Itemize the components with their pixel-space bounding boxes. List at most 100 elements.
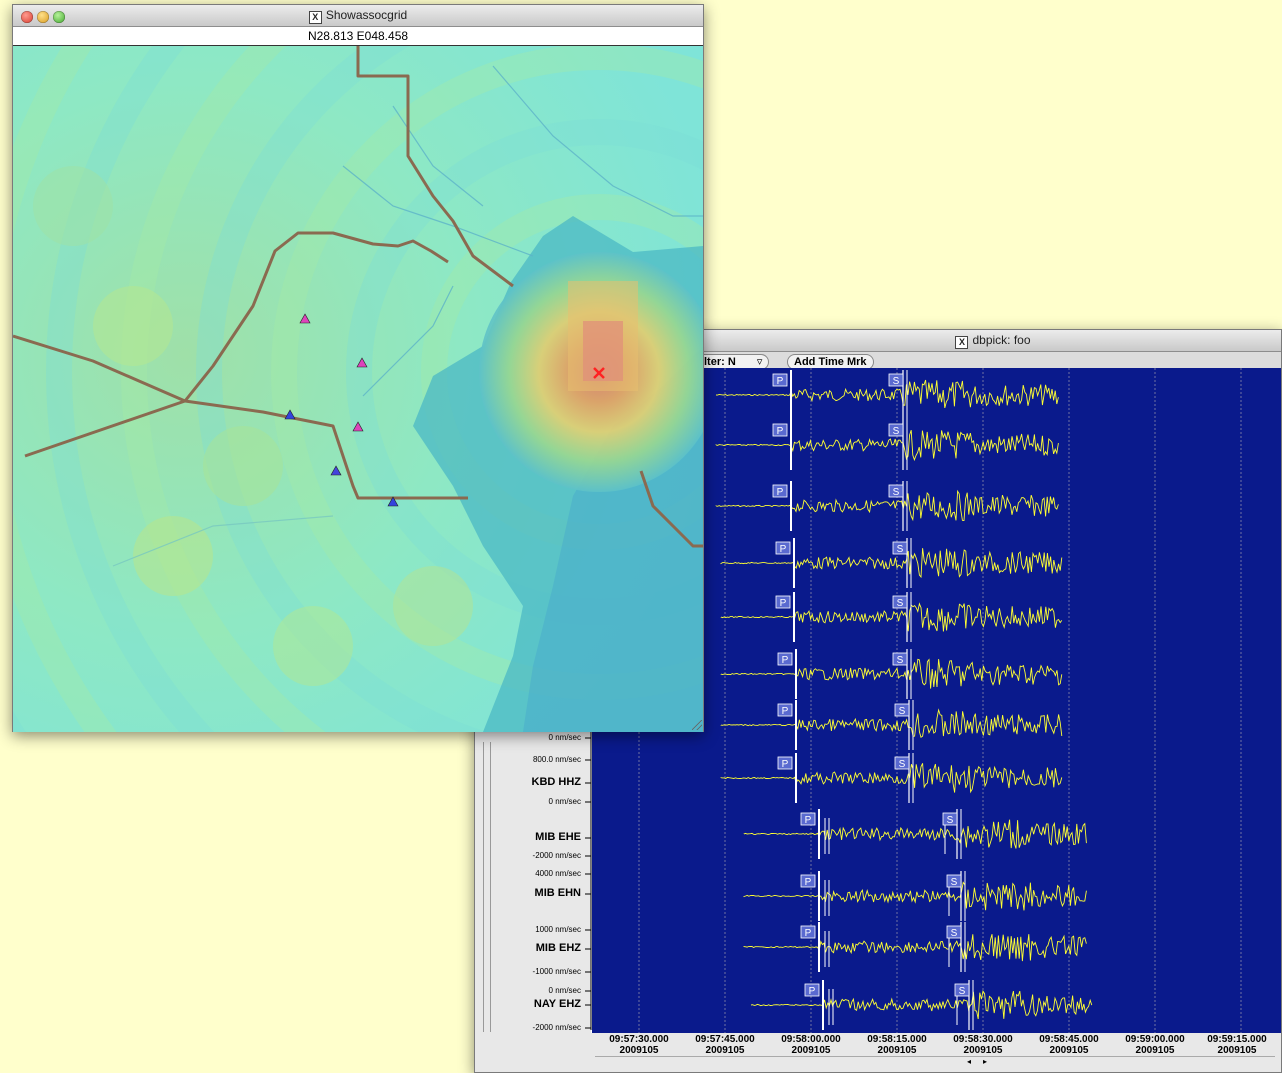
seismogram-trace	[743, 881, 1087, 911]
window-controls	[21, 9, 69, 30]
showassocgrid-title: X Showassocgrid	[308, 5, 407, 26]
p-pick-label[interactable]: P	[800, 812, 816, 826]
s-pick-label[interactable]: S	[894, 756, 910, 770]
time-tick-label: 09:59:15.000 2009105	[1197, 1034, 1277, 1056]
channel-scale: 0 nm/sec	[548, 986, 581, 995]
s-pick-label[interactable]: S	[892, 541, 908, 555]
seismogram-trace	[720, 658, 1063, 689]
svg-text:P: P	[809, 986, 816, 997]
p-pick-label[interactable]: P	[777, 703, 793, 717]
p-pick-label[interactable]: P	[772, 484, 788, 498]
association-grid-map[interactable]	[13, 46, 703, 732]
zoom-window-icon[interactable]	[53, 11, 65, 23]
time-tick-date: 2009105	[1135, 1045, 1175, 1056]
p-pick-label[interactable]: P	[772, 373, 788, 387]
channel-scale: 4000 nm/sec	[535, 869, 581, 878]
horizontal-scrollbar[interactable]: ◂ ▸	[595, 1056, 1275, 1066]
station-triangle-icon[interactable]	[284, 409, 296, 420]
svg-text:S: S	[899, 759, 906, 770]
channel-scale: -1000 nm/sec	[532, 967, 581, 976]
svg-text:P: P	[782, 759, 789, 770]
seismogram-trace	[715, 429, 1059, 462]
time-tick-time: 09:59:00.000	[1125, 1034, 1185, 1045]
time-tick-label: 09:59:00.000 2009105	[1115, 1034, 1195, 1056]
svg-text:S: S	[899, 706, 906, 717]
svg-text:P: P	[805, 877, 812, 888]
svg-text:P: P	[782, 655, 789, 666]
close-window-icon[interactable]	[21, 11, 33, 23]
time-tick-label: 09:58:00.000 2009105	[771, 1034, 851, 1056]
time-tick-label: 09:58:45.000 2009105	[1029, 1034, 1109, 1056]
showassocgrid-titlebar[interactable]: X Showassocgrid	[13, 5, 703, 27]
station-triangle-icon[interactable]	[330, 465, 342, 476]
channel-axis	[585, 730, 592, 1030]
seismogram-trace	[743, 934, 1087, 962]
s-pick-label[interactable]: S	[888, 423, 904, 437]
channel-name: KBD HHZ	[531, 776, 582, 788]
seismogram-trace	[750, 990, 1093, 1020]
channel-scale: 800.0 nm/sec	[532, 755, 581, 764]
station-triangle-icon[interactable]	[356, 357, 368, 368]
p-pick-label[interactable]: P	[777, 756, 793, 770]
seismogram-trace	[720, 602, 1063, 632]
station-triangle-icon[interactable]	[352, 421, 364, 432]
time-tick-label: 09:58:30.000 2009105	[943, 1034, 1023, 1056]
svg-text:S: S	[893, 426, 900, 437]
s-pick-label[interactable]: S	[954, 983, 970, 997]
showassocgrid-window: X Showassocgrid N28.813 E048.458	[12, 4, 704, 732]
s-pick-label[interactable]: S	[892, 652, 908, 666]
p-pick-label[interactable]: P	[775, 541, 791, 555]
time-tick-time: 09:57:45.000	[695, 1034, 755, 1045]
svg-text:S: S	[897, 598, 904, 609]
x11-icon: X	[308, 11, 322, 24]
seismogram-trace	[715, 379, 1059, 409]
s-pick-label[interactable]: S	[888, 484, 904, 498]
p-pick-label[interactable]: P	[800, 874, 816, 888]
seismogram-trace	[715, 489, 1059, 522]
p-pick-label[interactable]: P	[800, 925, 816, 939]
svg-text:S: S	[893, 487, 900, 498]
time-tick-time: 09:58:30.000	[953, 1034, 1013, 1045]
scroll-left-icon[interactable]: ◂	[967, 1057, 972, 1066]
seismogram-trace	[720, 763, 1063, 794]
time-tick-date: 2009105	[1217, 1045, 1257, 1056]
minimize-window-icon[interactable]	[37, 11, 49, 23]
svg-text:P: P	[777, 426, 784, 437]
time-tick-time: 09:59:15.000	[1207, 1034, 1267, 1045]
s-pick-label[interactable]: S	[888, 373, 904, 387]
p-pick-label[interactable]: P	[804, 983, 820, 997]
svg-text:S: S	[893, 376, 900, 387]
s-pick-label[interactable]: S	[892, 595, 908, 609]
svg-text:S: S	[951, 877, 958, 888]
filter-menu[interactable]: lter: N ▿	[703, 354, 770, 370]
s-pick-label[interactable]: S	[946, 925, 962, 939]
add-time-mark-button[interactable]: Add Time Mrk	[787, 354, 874, 370]
x11-icon: X	[955, 336, 969, 349]
p-pick-label[interactable]: P	[777, 652, 793, 666]
svg-text:P: P	[777, 376, 784, 387]
channel-scale: 0 nm/sec	[548, 733, 581, 742]
s-pick-label[interactable]: S	[894, 703, 910, 717]
time-tick-date: 2009105	[619, 1045, 659, 1056]
station-triangle-icon[interactable]	[299, 313, 311, 324]
filter-chevron-icon: ▿	[756, 356, 763, 368]
station-triangle-icon[interactable]	[387, 496, 399, 507]
seismogram-panel[interactable]: P S P S P S P S P S P S P S P S P S P S P S P S	[591, 368, 1281, 1033]
time-tick-time: 09:58:00.000	[781, 1034, 841, 1045]
vertical-scrollbar[interactable]	[483, 742, 491, 1032]
p-pick-label[interactable]: P	[772, 423, 788, 437]
resize-grip-icon[interactable]	[692, 720, 702, 730]
svg-text:S: S	[947, 815, 954, 826]
seismogram-trace	[743, 819, 1087, 849]
scroll-right-icon[interactable]: ▸	[983, 1057, 988, 1066]
channel-name: NAY EHZ	[533, 998, 581, 1010]
time-tick-date: 2009105	[705, 1045, 745, 1056]
time-tick-time: 09:58:45.000	[1039, 1034, 1099, 1045]
channel-labels: 0 nm/sec 800.0 nm/sec KBD HHZ 0 nm/sec MIB E…	[475, 330, 585, 1072]
seismogram-trace	[720, 708, 1063, 739]
svg-text:P: P	[805, 928, 812, 939]
p-pick-label[interactable]: P	[775, 595, 791, 609]
s-pick-label[interactable]: S	[946, 874, 962, 888]
dbpick-title-text: dbpick: foo	[972, 333, 1031, 347]
s-pick-label[interactable]: S	[942, 812, 958, 826]
